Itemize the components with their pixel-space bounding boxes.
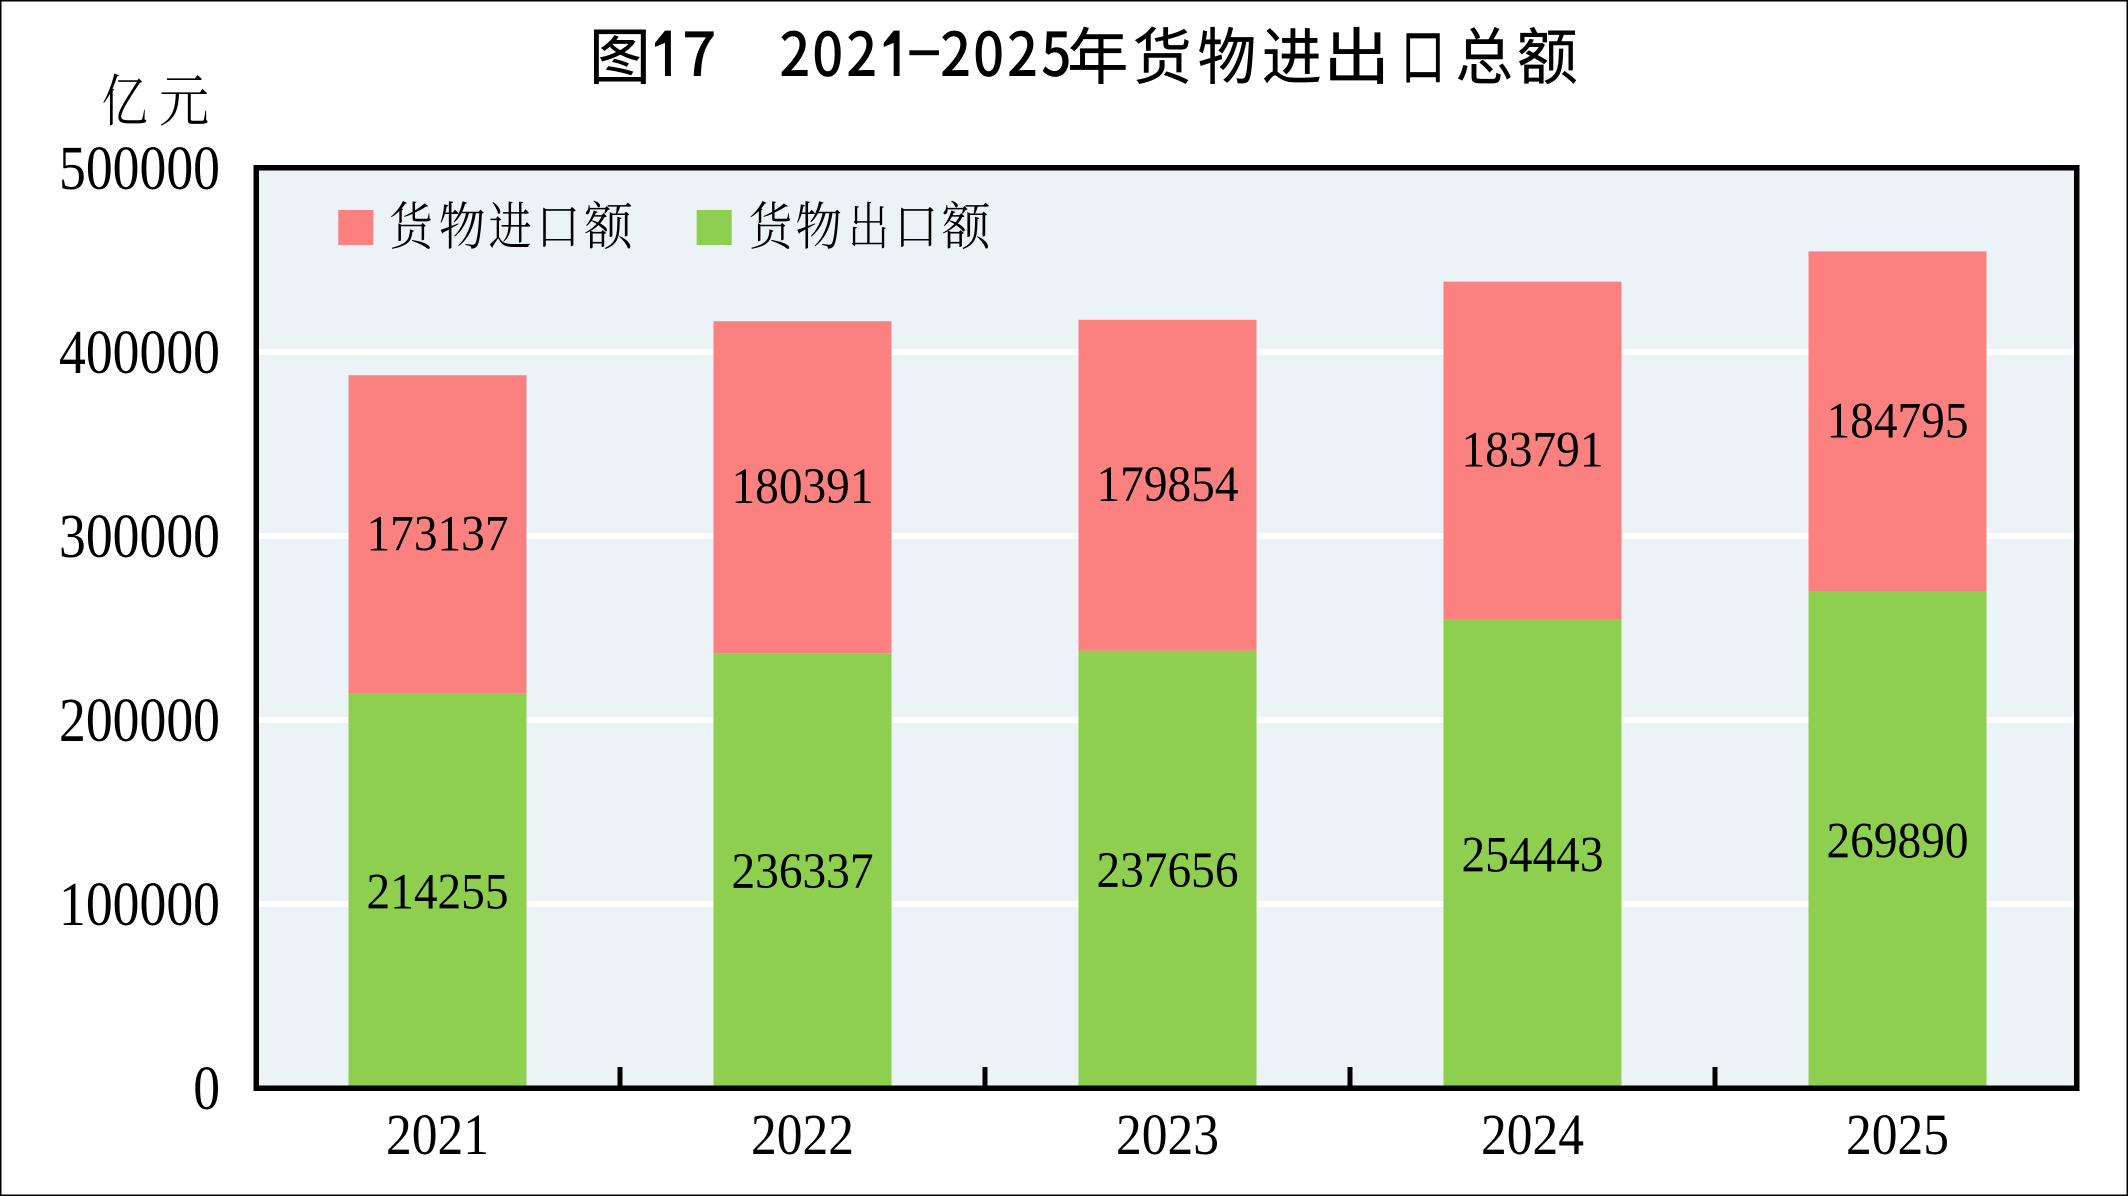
svg-text:500000: 500000 xyxy=(59,135,220,203)
svg-text:269890: 269890 xyxy=(1827,813,1969,869)
svg-text:300000: 300000 xyxy=(59,503,220,571)
svg-text:236337: 236337 xyxy=(732,844,874,900)
svg-text:100000: 100000 xyxy=(59,871,220,939)
svg-text:200000: 200000 xyxy=(59,687,220,755)
svg-text:0: 0 xyxy=(193,1055,220,1123)
svg-text:2024: 2024 xyxy=(1481,1102,1584,1167)
svg-text:179854: 179854 xyxy=(1097,457,1239,513)
svg-text:2025: 2025 xyxy=(1846,1102,1949,1167)
svg-text:2022: 2022 xyxy=(751,1102,854,1167)
svg-text:237656: 237656 xyxy=(1097,843,1239,899)
svg-text:2023: 2023 xyxy=(1116,1102,1219,1167)
svg-text:184795: 184795 xyxy=(1827,393,1969,449)
svg-text:173137: 173137 xyxy=(367,507,509,563)
svg-text:183791: 183791 xyxy=(1462,423,1604,479)
svg-text:180391: 180391 xyxy=(732,459,874,515)
svg-text:2021: 2021 xyxy=(386,1102,489,1167)
svg-text:214255: 214255 xyxy=(367,865,509,921)
svg-text:254443: 254443 xyxy=(1462,828,1604,884)
svg-text:400000: 400000 xyxy=(59,319,220,387)
